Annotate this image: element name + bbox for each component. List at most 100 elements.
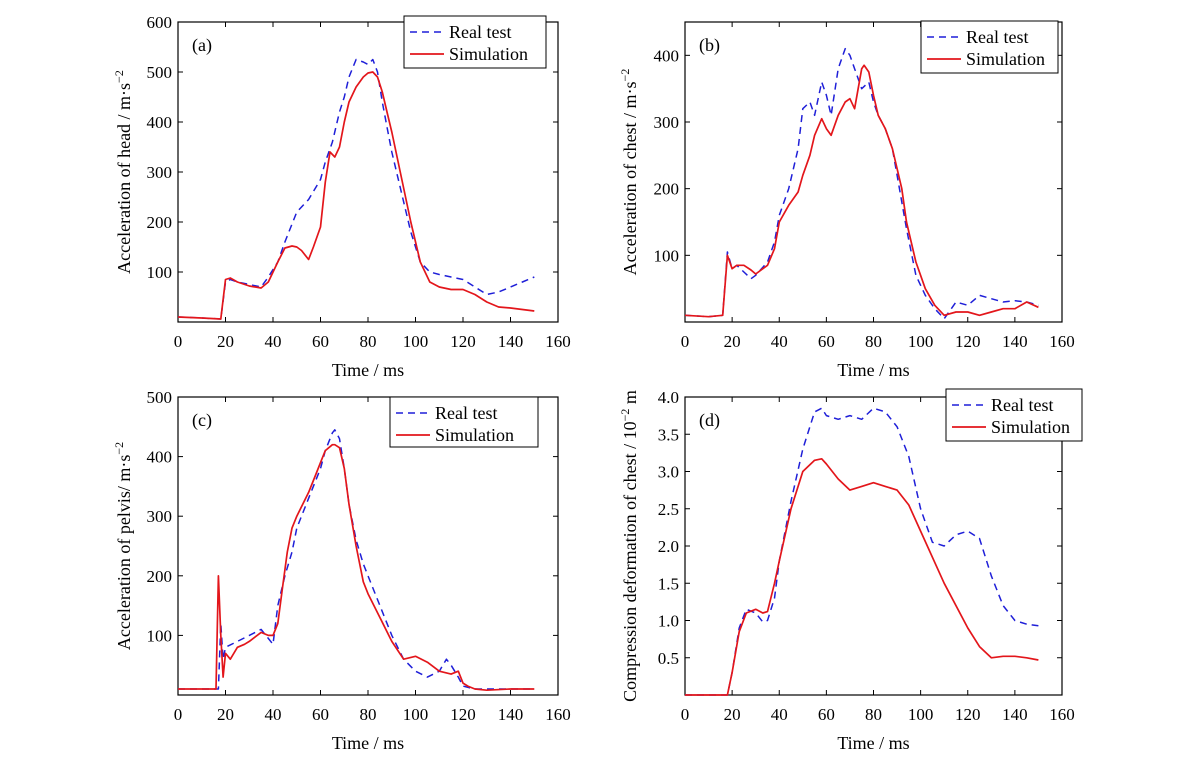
series-line-simulation: [685, 457, 1039, 696]
x-tick-label: 0: [681, 332, 690, 351]
y-tick-label: 2.5: [658, 500, 679, 519]
panel-label: (b): [699, 35, 720, 56]
panel-label: (a): [192, 35, 212, 56]
x-tick-label: 120: [955, 705, 981, 724]
x-tick-label: 100: [908, 705, 934, 724]
x-tick-label: 20: [724, 332, 741, 351]
x-tick-label: 60: [818, 705, 835, 724]
x-tick-label: 40: [265, 705, 282, 724]
x-tick-label: 160: [1049, 705, 1075, 724]
y-tick-label: 100: [147, 626, 173, 645]
y-axis-title: Acceleration of head / m·s−2: [112, 70, 134, 274]
legend-label: Real test: [449, 22, 511, 42]
x-tick-label: 120: [450, 332, 476, 351]
legend-label: Real test: [966, 27, 1028, 47]
y-tick-label: 2.0: [658, 537, 679, 556]
x-tick-label: 160: [545, 332, 571, 351]
x-tick-label: 140: [498, 705, 524, 724]
y-axis-title: Acceleration of chest / m·s−2: [618, 69, 640, 276]
x-tick-label: 80: [865, 705, 882, 724]
y-tick-label: 200: [654, 180, 680, 199]
x-tick-label: 60: [312, 705, 329, 724]
x-tick-label: 20: [217, 332, 234, 351]
y-tick-label: 400: [654, 46, 680, 65]
y-tick-label: 400: [147, 448, 173, 467]
x-tick-label: 140: [498, 332, 524, 351]
series-line-real-test: [178, 429, 535, 690]
series-line-simulation: [178, 443, 535, 692]
legend-box: [389, 396, 539, 448]
x-tick-label: 160: [545, 705, 571, 724]
x-tick-label: 100: [403, 705, 429, 724]
y-tick-label: 3.5: [658, 425, 679, 444]
y-tick-label: 500: [147, 388, 173, 407]
legend-label: Simulation: [966, 49, 1045, 69]
legend-box: [403, 15, 547, 69]
y-tick-label: 200: [147, 213, 173, 232]
legend-label: Simulation: [449, 44, 528, 64]
x-tick-label: 60: [312, 332, 329, 351]
chart-panel-4: 0 20 40 60 80 100 120 140 160 0.5 1.0 1.5 2.0 2.5 3.0 3…: [618, 388, 1083, 753]
x-axis-title: Time / ms: [837, 360, 909, 380]
x-axis-title: Time / ms: [837, 733, 909, 753]
chart-panel-2: 0 20 40 60 80 100 120 140 160 100 200 300 400 (b) Time…: [618, 20, 1075, 380]
y-tick-label: 300: [147, 163, 173, 182]
legend-label: Simulation: [435, 425, 514, 445]
y-tick-label: 500: [147, 63, 173, 82]
x-tick-label: 40: [771, 705, 788, 724]
y-tick-label: 4.0: [658, 388, 679, 407]
x-tick-label: 60: [818, 332, 835, 351]
x-tick-label: 140: [1002, 332, 1028, 351]
x-tick-label: 80: [360, 705, 377, 724]
x-tick-label: 0: [174, 332, 183, 351]
x-tick-label: 160: [1049, 332, 1075, 351]
series-line-real-test: [177, 58, 535, 320]
y-tick-label: 1.0: [658, 612, 679, 631]
series-line-simulation: [684, 64, 1039, 318]
x-tick-label: 140: [1002, 705, 1028, 724]
legend-label: Simulation: [991, 417, 1070, 437]
legend-box: [945, 388, 1083, 442]
panel-label: (d): [699, 410, 720, 431]
x-tick-label: 80: [865, 332, 882, 351]
panel-label: (c): [192, 410, 212, 431]
x-tick-label: 100: [908, 332, 934, 351]
y-tick-label: 300: [654, 113, 680, 132]
y-tick-label: 400: [147, 113, 173, 132]
x-axis-title: Time / ms: [332, 360, 404, 380]
y-tick-label: 600: [147, 13, 173, 32]
x-tick-label: 100: [403, 332, 429, 351]
x-tick-label: 20: [724, 705, 741, 724]
x-tick-label: 20: [217, 705, 234, 724]
y-tick-label: 100: [654, 246, 680, 265]
series-line-real-test: [685, 407, 1039, 696]
y-axis-title: Acceleration of pelvis/ m·s−2: [112, 442, 134, 650]
y-tick-label: 0.5: [658, 649, 679, 668]
y-tick-label: 300: [147, 507, 173, 526]
y-axis-title: Compression deformation of chest / 10−2 …: [618, 390, 640, 702]
series-line-real-test: [684, 47, 1039, 320]
series-line-simulation: [177, 71, 535, 320]
x-tick-label: 0: [174, 705, 183, 724]
legend-label: Real test: [991, 395, 1053, 415]
y-tick-label: 100: [147, 263, 173, 282]
x-tick-label: 40: [771, 332, 788, 351]
x-axis-title: Time / ms: [332, 733, 404, 753]
legend-box: [920, 20, 1059, 74]
y-tick-label: 3.0: [658, 463, 679, 482]
x-tick-label: 0: [681, 705, 690, 724]
x-tick-label: 40: [265, 332, 282, 351]
chart-panel-3: 0 20 40 60 80 100 120 140 160 100 200 300 400 500 (c) T…: [112, 388, 571, 753]
plot-frame: [684, 396, 1063, 696]
chart-panel-1: 0 20 40 60 80 100 120 140 160 100 200 300 400 500 600 (…: [112, 13, 571, 380]
x-tick-label: 80: [360, 332, 377, 351]
y-tick-label: 200: [147, 567, 173, 586]
x-tick-label: 120: [955, 332, 981, 351]
legend-label: Real test: [435, 403, 497, 423]
y-tick-label: 1.5: [658, 574, 679, 593]
